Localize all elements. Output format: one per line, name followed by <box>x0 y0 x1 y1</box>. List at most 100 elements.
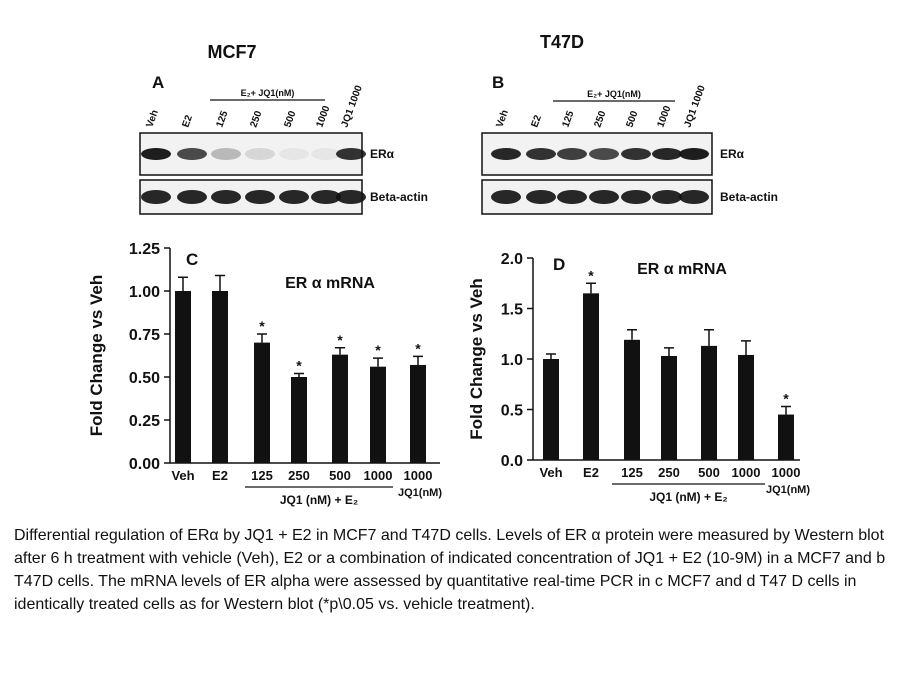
x-tick-label: E2 <box>583 465 599 480</box>
lane-label: 1000 <box>655 104 673 129</box>
y-tick-label: 0.75 <box>129 327 160 344</box>
chart-title: ER α mRNA <box>637 261 727 278</box>
x-tick-label: 1000 <box>732 465 761 480</box>
bar <box>291 377 307 463</box>
error-bar <box>373 357 383 367</box>
bar <box>738 354 754 460</box>
error-bar <box>586 282 596 294</box>
lane-label: 250 <box>248 109 264 129</box>
x-tick-label: 1000 <box>772 465 801 480</box>
treatment-label: E₂+ JQ1(nM) <box>241 88 295 98</box>
blot-band <box>652 190 682 204</box>
treatment-label: E₂+ JQ1(nM) <box>587 89 641 99</box>
cell-line-title: MCF7 <box>208 42 257 62</box>
bar <box>624 339 640 460</box>
x-tick-label: 500 <box>329 468 351 483</box>
lane-label: 250 <box>592 109 608 129</box>
blot-band <box>621 190 651 204</box>
significance-mark: * <box>296 358 302 374</box>
cell-line-title: T47D <box>540 32 584 52</box>
panel-letter: D <box>553 255 565 274</box>
y-tick-label: 1.00 <box>129 284 160 301</box>
bar <box>212 291 228 463</box>
y-tick-label: 0.25 <box>129 413 160 430</box>
blot-band <box>652 148 682 160</box>
bar <box>254 342 270 463</box>
blot-band <box>557 190 587 204</box>
error-bar <box>627 328 637 340</box>
y-tick-label: 0.5 <box>501 403 523 420</box>
panel-letter: A <box>152 73 164 92</box>
panel-letter: C <box>186 250 198 269</box>
significance-mark: * <box>783 390 789 406</box>
group-label: JQ1 (nM) + E₂ <box>649 490 727 504</box>
row-label: Beta-actin <box>370 190 428 204</box>
bar <box>410 364 426 463</box>
blot-band <box>526 190 556 204</box>
y-tick-label: 1.5 <box>501 302 523 319</box>
y-tick-label: 2.0 <box>501 251 523 268</box>
lane-label: 500 <box>624 109 640 129</box>
lane-label: 500 <box>282 109 298 129</box>
blot-band <box>245 148 275 160</box>
significance-mark: * <box>588 267 594 283</box>
blot-band <box>336 190 366 204</box>
blot-band <box>491 190 521 204</box>
blot-band <box>141 190 171 204</box>
bar <box>370 366 386 463</box>
x-tick-label: E2 <box>212 468 228 483</box>
lane-label: Veh <box>494 109 510 129</box>
row-label: ERα <box>370 147 395 161</box>
significance-mark: * <box>415 340 421 356</box>
blot-band <box>336 148 366 160</box>
blot-band <box>245 190 275 204</box>
lane-label: 125 <box>214 109 230 129</box>
y-tick-label: 0.0 <box>501 453 523 470</box>
figure-panels: MCF7 A E₂+ JQ1(nM) Veh E2 125 250 500 1000 JQ1 10… <box>87 32 810 507</box>
x-tick-label: 125 <box>621 465 643 480</box>
error-bar <box>664 347 674 356</box>
last-category-label: JQ1(nM) <box>398 487 442 499</box>
blot-band <box>679 148 709 160</box>
lane-label: E2 <box>180 113 195 129</box>
lane-label: JQ1 1000 <box>339 84 365 129</box>
x-tick-label: 1000 <box>404 468 433 483</box>
x-tick-label: 250 <box>288 468 310 483</box>
x-tick-label: 125 <box>251 468 273 483</box>
y-axis-label: Fold Change vs Veh <box>87 275 106 437</box>
blot-band <box>177 148 207 160</box>
x-tick-label: Veh <box>539 465 562 480</box>
x-tick-label: 1000 <box>364 468 393 483</box>
error-bar <box>257 333 267 343</box>
blot-band <box>589 148 619 160</box>
bar <box>778 414 794 460</box>
y-tick-label: 1.25 <box>129 241 160 258</box>
lane-label: 1000 <box>314 104 332 129</box>
x-tick-label: Veh <box>171 468 194 483</box>
error-bar <box>335 347 345 355</box>
significance-mark: * <box>259 318 265 334</box>
blot-band <box>311 190 341 204</box>
blot-band <box>141 148 171 160</box>
blot-band <box>211 148 241 160</box>
last-category-label: JQ1(nM) <box>766 484 810 496</box>
blot-band <box>311 148 341 160</box>
significance-mark: * <box>337 332 343 348</box>
panel-letter: B <box>492 73 504 92</box>
blot-band <box>526 148 556 160</box>
blot-band <box>279 148 309 160</box>
error-bar <box>294 372 304 377</box>
y-tick-label: 1.0 <box>501 352 523 369</box>
blot-band <box>211 190 241 204</box>
error-bar <box>215 274 225 291</box>
bar <box>543 359 559 460</box>
bar <box>332 354 348 463</box>
y-tick-label: 0.00 <box>129 456 160 473</box>
significance-mark: * <box>375 342 381 358</box>
row-label: Beta-actin <box>720 190 778 204</box>
bar <box>583 293 599 460</box>
error-bar <box>781 405 791 415</box>
blot-band <box>177 190 207 204</box>
error-bar <box>704 328 714 346</box>
lane-label: 125 <box>560 109 576 129</box>
